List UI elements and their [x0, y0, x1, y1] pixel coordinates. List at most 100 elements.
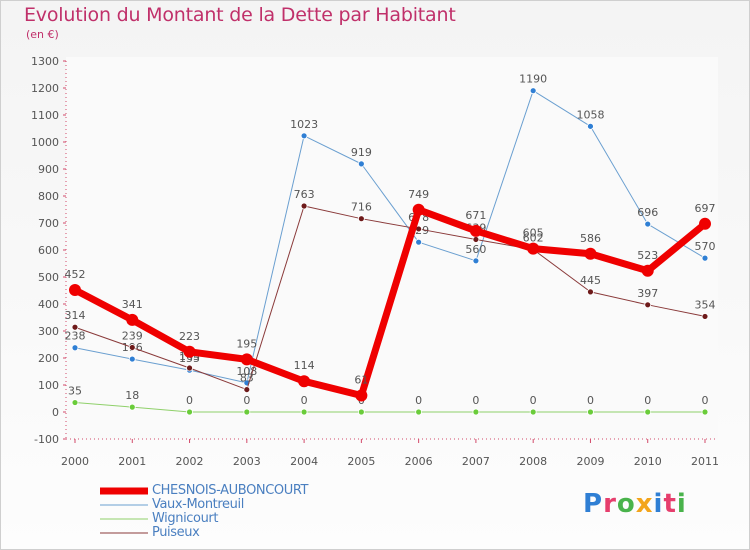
- series-line-1: [74, 402, 706, 413]
- x-tick-label: 2005: [347, 455, 375, 468]
- logo-letter: r: [603, 489, 617, 519]
- data-point: [300, 408, 308, 416]
- data-label: 83: [240, 372, 254, 385]
- data-point: [644, 301, 652, 309]
- data-point: [71, 399, 79, 406]
- logo-letter: x: [635, 489, 654, 519]
- x-tick-label: 2006: [405, 455, 433, 468]
- y-tick-label: 300: [38, 325, 59, 338]
- series-line-3: [71, 206, 709, 400]
- legend-label: Puiseux: [152, 525, 200, 540]
- data-point: [71, 323, 79, 331]
- data-label: 570: [695, 240, 716, 253]
- data-label: 1023: [290, 118, 318, 131]
- data-point: [644, 220, 652, 228]
- proxiti-logo: Proxiti: [583, 489, 687, 519]
- data-label: 114: [294, 359, 315, 372]
- data-label: 749: [408, 188, 429, 201]
- x-tick-label: 2004: [290, 455, 318, 468]
- data-point: [587, 122, 594, 130]
- logo-letter: P: [583, 489, 604, 519]
- data-label: 0: [530, 394, 537, 407]
- data-label: 1190: [519, 73, 547, 86]
- data-point: [186, 408, 193, 416]
- data-label: 314: [65, 309, 86, 322]
- y-tick-label: -100: [34, 433, 59, 446]
- data-point: [128, 355, 136, 363]
- data-point: [472, 236, 480, 243]
- data-point: [355, 389, 368, 402]
- legend-swatch: [100, 518, 148, 520]
- data-point: [527, 242, 540, 255]
- x-tick-label: 2011: [691, 455, 719, 468]
- x-tick-label: 2002: [176, 455, 204, 468]
- data-point: [472, 408, 480, 416]
- y-tick-label: 100: [38, 379, 59, 392]
- data-point: [300, 132, 308, 140]
- y-tick-label: 600: [38, 244, 59, 257]
- data-label: 696: [637, 206, 658, 219]
- data-point: [529, 408, 537, 416]
- data-label: 0: [243, 394, 250, 407]
- data-point: [357, 215, 365, 223]
- series-line-0: [74, 90, 706, 384]
- y-tick-label: 900: [38, 163, 59, 176]
- plot-area: [66, 57, 718, 439]
- data-point: [469, 224, 482, 237]
- data-label: 108: [236, 365, 257, 378]
- data-label: 0: [472, 394, 479, 407]
- data-point: [240, 353, 253, 366]
- data-label: 35: [68, 385, 82, 398]
- data-label: 0: [702, 394, 709, 407]
- data-point: [128, 403, 136, 411]
- legend-swatch: [100, 532, 148, 534]
- y-tick-label: 400: [38, 298, 59, 311]
- data-point: [584, 247, 597, 260]
- y-tick-label: 0: [52, 406, 59, 419]
- data-label: 397: [637, 287, 658, 300]
- data-point: [71, 344, 79, 352]
- legend-label: Wignicourt: [152, 511, 219, 526]
- data-point: [699, 217, 711, 230]
- data-point: [183, 345, 196, 358]
- data-label: 0: [415, 394, 422, 407]
- data-label: 586: [580, 232, 601, 245]
- data-point: [298, 375, 311, 388]
- y-tick-label: 700: [38, 217, 59, 230]
- data-label: 452: [65, 268, 86, 281]
- series-line-2: [74, 205, 706, 391]
- x-tick-label: 2001: [118, 455, 146, 468]
- logo-letter: i: [653, 489, 664, 519]
- data-point: [300, 202, 308, 210]
- data-point: [529, 87, 537, 95]
- data-label: 605: [523, 227, 544, 240]
- data-label: 0: [301, 394, 308, 407]
- x-tick-label: 2003: [233, 455, 261, 468]
- data-label: 61: [354, 374, 368, 387]
- data-label: 0: [186, 394, 193, 407]
- x-tick-label: 2000: [61, 455, 89, 468]
- data-label: 560: [465, 243, 486, 256]
- data-point: [415, 238, 423, 246]
- logo-letter: i: [676, 489, 687, 519]
- chart-subtitle: (en €): [26, 28, 59, 41]
- data-point: [701, 313, 709, 320]
- y-tick-label: 1300: [31, 55, 59, 68]
- y-tick-label: 1200: [31, 82, 59, 95]
- legend-swatch: [100, 504, 148, 506]
- x-tick-label: 2007: [462, 455, 490, 468]
- data-label: 341: [122, 298, 143, 311]
- data-label: 445: [580, 274, 601, 287]
- data-point: [357, 408, 365, 416]
- data-point: [243, 386, 251, 393]
- data-point: [415, 408, 423, 416]
- data-label: 671: [465, 209, 486, 222]
- y-tick-label: 500: [38, 271, 59, 284]
- data-point: [126, 313, 139, 326]
- data-label: 238: [65, 330, 86, 343]
- data-point: [128, 344, 136, 351]
- data-label: 239: [122, 329, 143, 342]
- chart-title: Evolution du Montant de la Dette par Hab…: [24, 4, 456, 26]
- data-label: 523: [637, 249, 658, 262]
